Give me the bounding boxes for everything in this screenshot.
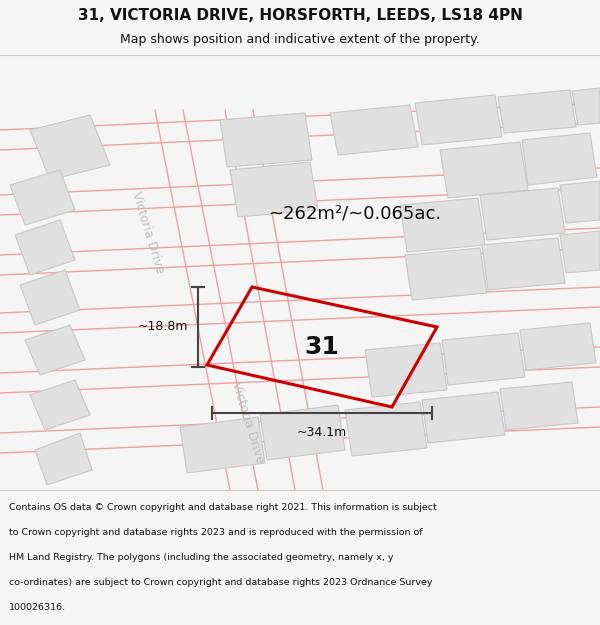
Text: 31: 31: [305, 334, 340, 359]
Polygon shape: [15, 220, 75, 275]
Text: Victoria Drive: Victoria Drive: [229, 381, 266, 466]
Text: 100026316.: 100026316.: [9, 603, 66, 612]
Text: co-ordinates) are subject to Crown copyright and database rights 2023 Ordnance S: co-ordinates) are subject to Crown copyr…: [9, 578, 433, 587]
Text: Contains OS data © Crown copyright and database right 2021. This information is : Contains OS data © Crown copyright and d…: [9, 504, 437, 512]
Polygon shape: [520, 323, 596, 370]
Polygon shape: [365, 343, 447, 397]
Text: to Crown copyright and database rights 2023 and is reproduced with the permissio: to Crown copyright and database rights 2…: [9, 529, 422, 538]
Polygon shape: [230, 162, 318, 217]
Polygon shape: [20, 270, 80, 325]
Polygon shape: [480, 188, 565, 240]
Text: 31, VICTORIA DRIVE, HORSFORTH, LEEDS, LS18 4PN: 31, VICTORIA DRIVE, HORSFORTH, LEEDS, LS…: [77, 8, 523, 23]
Text: Victoria Drive: Victoria Drive: [130, 191, 167, 276]
Polygon shape: [422, 392, 505, 443]
Text: ~262m²/~0.065ac.: ~262m²/~0.065ac.: [268, 204, 442, 222]
Polygon shape: [330, 105, 418, 155]
Polygon shape: [30, 380, 90, 430]
Polygon shape: [10, 170, 75, 225]
Polygon shape: [345, 402, 427, 456]
Polygon shape: [482, 238, 565, 290]
Polygon shape: [25, 325, 85, 375]
Text: Map shows position and indicative extent of the property.: Map shows position and indicative extent…: [120, 33, 480, 46]
Polygon shape: [560, 231, 600, 273]
Polygon shape: [180, 417, 265, 473]
Polygon shape: [500, 382, 578, 430]
Polygon shape: [498, 90, 576, 133]
Polygon shape: [30, 115, 110, 180]
Polygon shape: [522, 133, 597, 185]
Polygon shape: [442, 333, 525, 385]
Text: ~34.1m: ~34.1m: [297, 426, 347, 439]
Polygon shape: [220, 113, 312, 167]
Polygon shape: [440, 142, 528, 198]
Polygon shape: [35, 433, 92, 485]
Polygon shape: [572, 88, 600, 125]
Text: HM Land Registry. The polygons (including the associated geometry, namely x, y: HM Land Registry. The polygons (includin…: [9, 554, 394, 562]
Text: ~18.8m: ~18.8m: [137, 321, 188, 334]
Polygon shape: [405, 248, 487, 300]
Polygon shape: [400, 198, 485, 252]
Polygon shape: [415, 95, 502, 145]
Polygon shape: [560, 181, 600, 223]
Polygon shape: [260, 405, 345, 460]
